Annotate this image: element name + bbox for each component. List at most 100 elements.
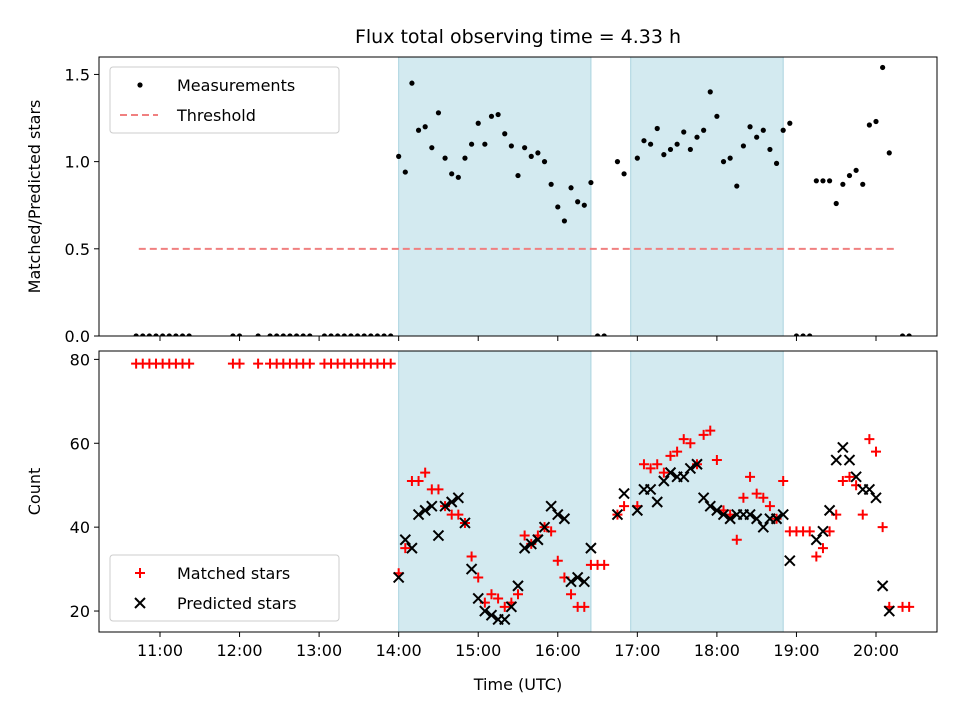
measurement-point — [866, 122, 872, 128]
measurement-point — [508, 143, 514, 149]
measurement-point — [740, 143, 747, 149]
predicted-star-point — [538, 521, 551, 533]
measurement-point — [614, 159, 621, 165]
measurement-point — [495, 111, 501, 118]
measurement-point — [422, 124, 428, 130]
predicted-star-point — [499, 613, 511, 626]
y-tick-label: 0.5 — [65, 240, 90, 259]
matched-star-point — [698, 429, 709, 440]
y-tick-label: 60 — [70, 434, 90, 453]
measurement-point — [846, 172, 853, 179]
measurement-point — [515, 172, 521, 179]
matched-star-point — [824, 526, 835, 537]
legend-label: Measurements — [177, 76, 295, 95]
measurement-point — [886, 150, 892, 156]
legend-predicted-marker — [134, 597, 146, 609]
measurement-point — [568, 185, 574, 191]
measurement-point — [541, 159, 548, 165]
x-tick-label: 19:00 — [773, 641, 819, 660]
matched-star-point — [745, 471, 756, 482]
data-points — [133, 64, 912, 336]
y-tick-label: 1.0 — [65, 153, 90, 172]
x-axis-label: Time (UTC) — [473, 675, 562, 694]
measurement-point — [634, 155, 640, 161]
predicted-star-point — [717, 508, 730, 521]
measurement-point — [548, 181, 554, 187]
matched-star-point — [499, 601, 510, 612]
predicted-star-point — [711, 504, 723, 517]
measurement-point — [274, 333, 280, 336]
measurement-point — [661, 152, 667, 158]
predicted-star-point — [505, 601, 518, 613]
measurement-point — [236, 333, 243, 336]
matched-star-point — [857, 509, 868, 520]
measurement-point — [409, 80, 415, 86]
measurement-point — [754, 134, 760, 140]
measurement-point — [654, 125, 660, 132]
matched-star-point — [731, 534, 742, 545]
matched-star-point — [619, 501, 630, 512]
matched-star-point — [645, 463, 656, 474]
legend-label: Threshold — [176, 106, 256, 125]
predicted-star-point — [644, 483, 657, 496]
x-tick-label: 17:00 — [614, 641, 660, 660]
predicted-star-point — [406, 542, 418, 554]
predicted-star-point — [426, 500, 438, 512]
matched-star-point — [234, 358, 245, 369]
measurement-point — [166, 333, 172, 336]
measurement-point — [146, 333, 152, 336]
measurement-point — [522, 145, 528, 151]
predicted-star-point — [585, 542, 597, 554]
x-tick-label: 20:00 — [853, 641, 899, 660]
measurement-point — [734, 183, 740, 189]
measurement-point — [267, 333, 273, 336]
measurement-point — [594, 333, 601, 336]
matched-star-point — [871, 446, 882, 457]
measurement-point — [714, 113, 720, 119]
measurement-point — [153, 333, 159, 336]
measurement-point — [361, 333, 367, 336]
legend-box — [109, 66, 340, 134]
matched-star-point — [758, 492, 769, 503]
matched-star-point — [711, 455, 722, 466]
legend: Matched stars Predicted stars — [109, 554, 340, 622]
predicted-star-point — [518, 542, 531, 554]
predicted-star-point — [432, 529, 445, 542]
shaded-interval-2 — [630, 350, 784, 633]
measurement-point — [396, 153, 402, 159]
predicted-star-point — [399, 534, 412, 546]
matched-star-point — [811, 551, 822, 562]
predicted-star-point — [459, 517, 471, 529]
predicted-star-point — [863, 483, 876, 496]
plot-frame — [98, 56, 938, 337]
measurement-point — [767, 146, 773, 153]
matched-star-point — [566, 589, 577, 600]
measurement-point — [293, 333, 300, 336]
predicted-star-point — [724, 513, 736, 525]
measurement-point — [287, 333, 293, 336]
measurement-point — [694, 134, 700, 140]
matched-star-point — [837, 476, 848, 487]
predicted-star-point — [445, 496, 458, 508]
predicted-star-point — [525, 538, 537, 550]
measurement-point — [341, 333, 347, 336]
predicted-star-point — [558, 513, 571, 525]
matched-star-point — [665, 450, 676, 461]
measurement-point — [793, 333, 800, 336]
predicted-star-point — [883, 605, 895, 617]
predicted-star-point — [512, 580, 524, 592]
predicted-star-point — [485, 609, 498, 621]
matched-star-point — [864, 434, 875, 445]
shaded-interval-1 — [398, 56, 592, 337]
measurement-point — [328, 333, 334, 336]
measurement-point — [647, 141, 654, 147]
plot-frame — [98, 350, 938, 633]
matched-star-point — [413, 476, 424, 487]
measurement-point — [906, 333, 912, 336]
matched-star-point — [552, 555, 563, 566]
matched-star-point — [652, 459, 663, 470]
measurement-point — [488, 113, 495, 119]
measurement-point — [641, 138, 647, 144]
predicted-star-point — [618, 487, 630, 500]
